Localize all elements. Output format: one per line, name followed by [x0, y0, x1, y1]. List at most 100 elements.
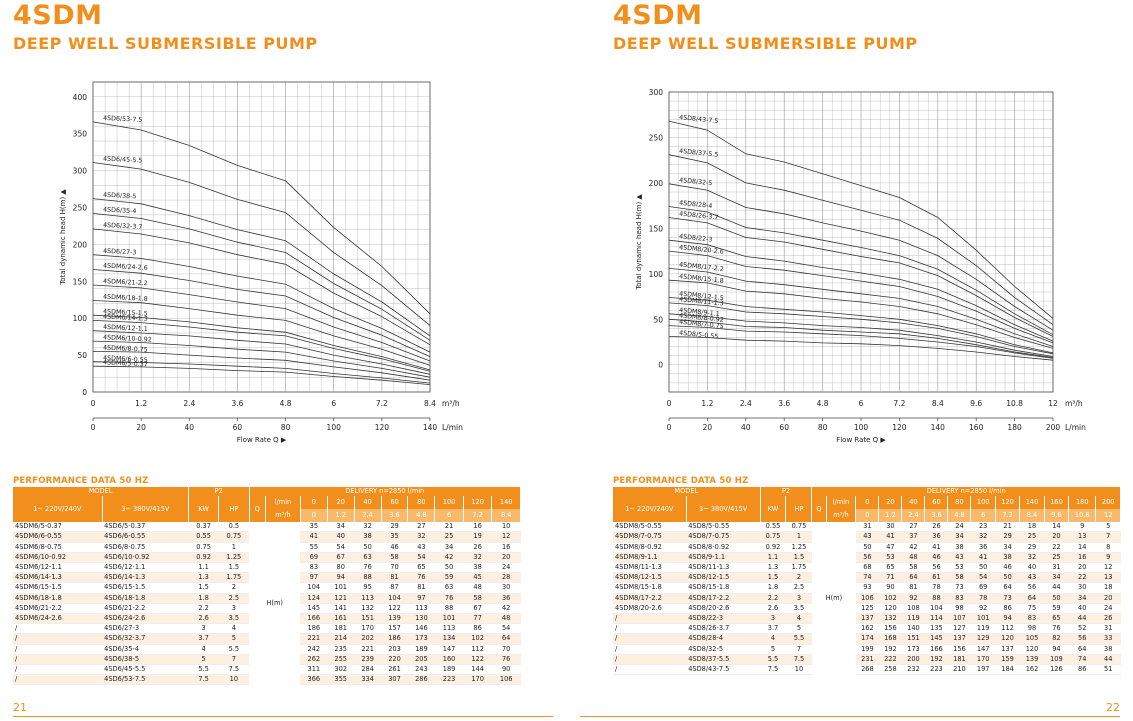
header-flow-lmin: 60 [381, 496, 409, 510]
head-value: 162 [1019, 664, 1045, 676]
power-hp: 10 [785, 664, 812, 676]
head-value: 170 [354, 623, 382, 635]
head-value: 87 [381, 582, 408, 594]
power-hp: 1.75 [218, 572, 250, 584]
y-tick-label: 300 [649, 88, 664, 97]
x-tick-label-lmin: 100 [854, 423, 869, 432]
power-kw: 1.5 [760, 572, 786, 584]
head-value: 166 [300, 613, 328, 625]
head-value: 34 [995, 542, 1020, 553]
pump-curve [92, 361, 431, 384]
y-tick-label: 50 [653, 315, 663, 324]
footer-rule [13, 716, 553, 717]
power-hp: 7 [785, 644, 812, 655]
head-value: 80 [327, 562, 355, 574]
head-value: 307 [381, 674, 408, 686]
power-kw: 0.55 [760, 522, 786, 533]
model-single-phase: 4SDM8/7-0.75 [613, 531, 687, 543]
head-value: 181 [947, 654, 971, 666]
pump-curve [668, 250, 1054, 344]
series-label: 4SDM8/15-1.8 [679, 273, 724, 285]
head-value: 29 [1019, 542, 1045, 553]
head-value: 113 [407, 603, 435, 615]
head-value: 141 [327, 603, 355, 615]
series-label: 4SD6/38-5 [103, 192, 137, 201]
head-value: 132 [878, 613, 902, 625]
model-single-phase: 4SDM8/20-2.6 [613, 603, 687, 615]
head-value: 9 [1095, 552, 1121, 564]
head-value: 170 [463, 674, 492, 686]
model-three-phase: 4SD6/35-4 [102, 644, 189, 655]
head-value: 88 [924, 593, 948, 604]
head-value: 231 [855, 654, 879, 666]
head-value: 28 [491, 572, 521, 584]
power-kw: 3 [760, 613, 786, 625]
head-value: 14 [1068, 542, 1096, 553]
model-single-phase: 4SDM6/18-1.8 [13, 593, 103, 604]
head-value: 41 [878, 531, 902, 543]
head-value: 67 [463, 603, 492, 615]
power-hp: 1 [785, 531, 812, 543]
header-flow-lmin: 60 [924, 496, 949, 510]
power-hp: 7 [218, 654, 250, 666]
series-label: 4SDM6/10-0.92 [103, 334, 152, 344]
power-hp: 5.5 [218, 644, 250, 655]
header-hp: HP [218, 496, 250, 523]
head-value: 56 [924, 562, 948, 574]
head-value: 70 [491, 644, 521, 655]
model-single-phase: / [13, 623, 103, 635]
series-label: 4SDM8/20-2.6 [679, 244, 724, 256]
header-flow-m3h: 0 [855, 509, 880, 523]
header-q: Q [249, 496, 267, 523]
model-single-phase: / [13, 644, 103, 655]
model-three-phase: 4SD8/15-1.8 [686, 582, 761, 594]
head-value: 20 [1095, 593, 1121, 604]
x-tick-label-m3h: 2.4 [740, 399, 752, 408]
series-label: 4SD8/32-5 [679, 177, 713, 187]
y-tick-label: 400 [73, 93, 88, 102]
head-value: 121 [327, 593, 355, 604]
head-value: 125 [855, 603, 879, 615]
head-value: 140 [901, 623, 925, 635]
head-value: 34 [1044, 572, 1069, 584]
head-value: 81 [901, 582, 925, 594]
y-tick-label: 200 [649, 179, 664, 188]
table-row: 4SDM6/15-1.5 4SD6/15-1.5 1.5 2 104 101 95 87 81 6… [13, 582, 521, 594]
head-value: 235 [327, 644, 355, 655]
header-flow-lmin: 160 [1044, 496, 1070, 510]
head-value: 268 [855, 664, 879, 676]
series-label: 4SD6/45-5.5 [103, 155, 143, 164]
head-value: 29 [381, 522, 408, 533]
head-value: 86 [463, 623, 492, 635]
head-value: 12 [491, 531, 521, 543]
header-flow-m3h: 0 [300, 509, 328, 523]
head-value: 27 [901, 522, 925, 533]
head-value: 221 [354, 644, 382, 655]
series-label: 4SD8/5-0.55 [679, 330, 719, 341]
x-tick-label-lmin: 20 [703, 423, 713, 432]
head-value: 76 [1044, 623, 1069, 635]
head-value: 8 [1095, 542, 1121, 553]
table-header-row: m³/h 0 1.2 2.4 3.6 4.8 6 7.2 8.4 9.6 10.8 12 [613, 509, 1121, 523]
head-value: 50 [995, 572, 1020, 584]
power-hp: 0.75 [218, 531, 250, 543]
head-value: 126 [1044, 664, 1069, 676]
header-delivery: DELIVERY n=2850 l/min [249, 487, 522, 497]
head-value: 139 [381, 613, 408, 625]
header-p2: P2 [188, 487, 250, 497]
head-value: 20 [1044, 531, 1069, 543]
model-single-phase: / [13, 664, 103, 676]
table-row: 4SDM6/14-1.3 4SD6/14-1.3 1.3 1.75 97 94 88 81 76… [13, 572, 521, 584]
head-value: 26 [1095, 613, 1121, 625]
y-tick-label: 150 [73, 277, 88, 286]
power-kw: 1.3 [760, 562, 786, 574]
header-flow-m3h: 2.4 [354, 509, 382, 523]
power-kw: 2.2 [760, 593, 786, 604]
table-row: 4SDM8/8-0.92 4SD8/8-0.92 0.92 1.25 50 47 42 41 3… [613, 542, 1121, 553]
head-value: 67 [327, 552, 355, 564]
x-tick-label-lmin: 200 [1046, 423, 1061, 432]
head-value: 97 [407, 593, 435, 604]
pump-curve [668, 206, 1054, 336]
header-flow-lmin: 20 [878, 496, 903, 510]
